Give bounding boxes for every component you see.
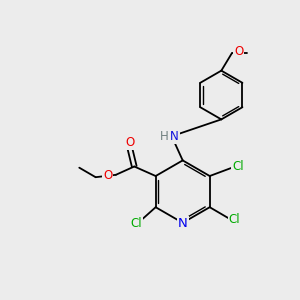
Text: N: N: [178, 217, 188, 230]
Text: Cl: Cl: [229, 214, 240, 226]
Text: O: O: [103, 169, 112, 182]
Text: O: O: [234, 45, 243, 58]
Text: O: O: [125, 136, 134, 149]
Text: Cl: Cl: [130, 217, 142, 230]
Text: Cl: Cl: [232, 160, 244, 173]
Text: H: H: [160, 130, 168, 143]
Text: N: N: [170, 130, 179, 143]
